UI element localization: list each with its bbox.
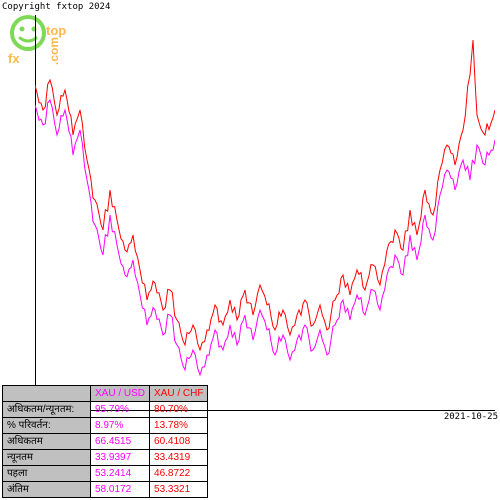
- stats-row: अंतिम58.017253.3321: [3, 482, 208, 498]
- stats-label: अधिकतम: [3, 434, 91, 450]
- stats-label: अधिकतम/न्यूनतम:: [3, 402, 91, 418]
- stats-label: अंतिम: [3, 482, 91, 498]
- stats-label: न्यूनतम: [3, 450, 91, 466]
- stats-val-s1: 95.79%: [91, 402, 150, 418]
- stats-header-empty: [3, 386, 91, 402]
- stats-val-s2: 46.8722: [150, 466, 208, 482]
- stats-val-s1: 58.0172: [91, 482, 150, 498]
- stats-val-s2: 13.78%: [150, 418, 208, 434]
- chart-lines: [35, 15, 495, 410]
- stats-header-row: XAU / USD XAU / CHF: [3, 386, 208, 402]
- stats-val-s1: 66.4515: [91, 434, 150, 450]
- stats-val-s2: 53.3321: [150, 482, 208, 498]
- stats-row: अधिकतम/न्यूनतम:95.79%80.70%: [3, 402, 208, 418]
- stats-val-s2: 33.4319: [150, 450, 208, 466]
- stats-header-series2: XAU / CHF: [150, 386, 208, 402]
- stats-row: अधिकतम66.451560.4108: [3, 434, 208, 450]
- svg-text:fx: fx: [8, 51, 20, 66]
- stats-val-s1: 33.9397: [91, 450, 150, 466]
- stats-val-s1: 53.2414: [91, 466, 150, 482]
- stats-val-s1: 8.97%: [91, 418, 150, 434]
- stats-row: न्यूनतम33.939733.4319: [3, 450, 208, 466]
- copyright-text: Copyright fxtop 2024: [2, 2, 110, 12]
- stats-label: % परिवर्तन:: [3, 418, 91, 434]
- stats-val-s2: 80.70%: [150, 402, 208, 418]
- stats-val-s2: 60.4108: [150, 434, 208, 450]
- stats-row: % परिवर्तन:8.97%13.78%: [3, 418, 208, 434]
- stats-row: पहला53.241446.8722: [3, 466, 208, 482]
- stats-table: XAU / USD XAU / CHF अधिकतम/न्यूनतम:95.79…: [2, 385, 208, 498]
- stats-header-series1: XAU / USD: [91, 386, 150, 402]
- stats-label: पहला: [3, 466, 91, 482]
- x-axis-end-label: 2021-10-25: [444, 412, 498, 422]
